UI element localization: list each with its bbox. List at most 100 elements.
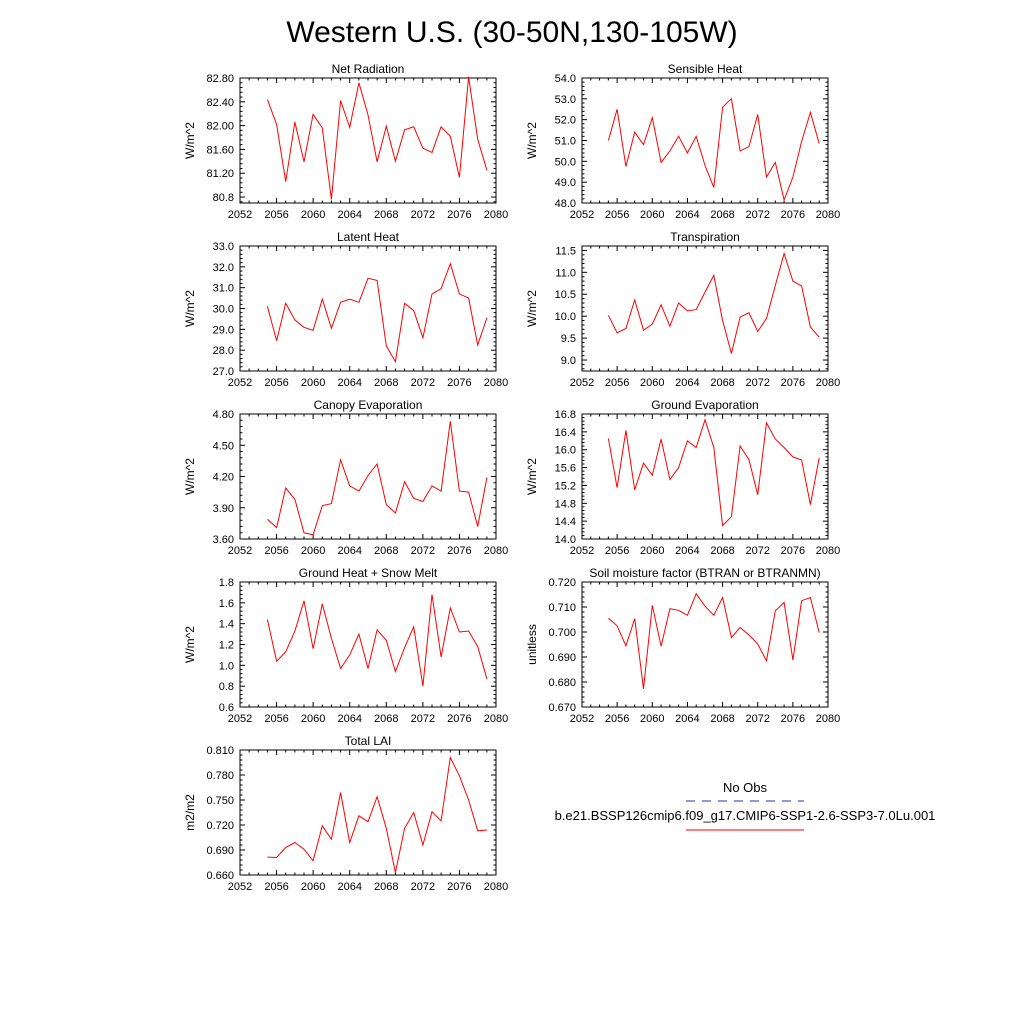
series-line <box>266 594 488 687</box>
x-tick-label: 2072 <box>745 713 769 725</box>
y-tick-label: 10.0 <box>555 311 576 323</box>
y-tick-label: 0.660 <box>206 870 234 882</box>
x-tick-label: 2060 <box>301 881 325 893</box>
panel-1: Sensible Heat W/m^2 2052 2056 2060 2064 2068 20… <box>525 62 840 221</box>
y-tick-label: 0.680 <box>548 677 576 689</box>
x-tick-label: 2076 <box>781 377 805 389</box>
x-tick-label: 2056 <box>605 713 629 725</box>
x-tick-label: 2080 <box>816 209 840 221</box>
x-tick-label: 2056 <box>264 713 288 725</box>
x-tick-label: 2060 <box>301 377 325 389</box>
panel-8: Total LAI m2/m2 2052 2056 2060 2064 2068 2072 20… <box>183 734 508 893</box>
plot-frame <box>239 77 497 204</box>
y-tick-label: 14.8 <box>555 498 576 510</box>
x-tick-label: 2056 <box>264 545 288 557</box>
x-tick-label: 2076 <box>781 713 805 725</box>
y-tick-label: 4.80 <box>213 409 234 421</box>
y-tick-label: 32.0 <box>213 262 234 274</box>
x-tick-label: 2072 <box>411 377 435 389</box>
x-tick-label: 2052 <box>228 545 252 557</box>
legend-label-obs: No Obs <box>723 780 768 795</box>
x-tick-label: 2064 <box>337 881 361 893</box>
y-tick-label: 28.0 <box>213 345 234 357</box>
plot-frame <box>581 77 829 204</box>
panel-title: Net Radiation <box>332 62 405 76</box>
x-tick-label: 2076 <box>447 713 471 725</box>
y-tick-label: 27.0 <box>213 366 234 378</box>
y-tick-label: 51.0 <box>555 136 576 148</box>
panel-5: Ground Evaporation W/m^2 2052 2056 2060 2064 2… <box>525 398 840 557</box>
legend-label-model: b.e21.BSSP126cmip6.f09_g17.CMIP6-SSP1-2.… <box>555 808 936 823</box>
x-tick-label: 2072 <box>745 209 769 221</box>
y-axis-label: W/m^2 <box>183 458 197 495</box>
y-tick-label: 11.5 <box>555 245 576 257</box>
x-tick-label: 2064 <box>337 209 361 221</box>
y-axis-label: W/m^2 <box>525 458 539 495</box>
y-axis-label: m2/m2 <box>183 794 197 831</box>
x-tick-label: 2068 <box>374 545 398 557</box>
y-tick-label: 0.780 <box>206 770 234 782</box>
legend: No Obs b.e21.BSSP126cmip6.f09_g17.CMIP6-… <box>555 780 936 831</box>
y-tick-label: 16.8 <box>555 409 576 421</box>
x-tick-label: 2072 <box>411 545 435 557</box>
y-tick-label: 1.0 <box>219 660 234 672</box>
y-axis-label: W/m^2 <box>183 290 197 327</box>
x-tick-label: 2052 <box>570 713 594 725</box>
x-tick-label: 2052 <box>228 377 252 389</box>
x-tick-label: 2056 <box>264 209 288 221</box>
x-tick-label: 2052 <box>570 209 594 221</box>
panel-title: Ground Heat + Snow Melt <box>299 566 438 580</box>
y-tick-label: 29.0 <box>213 324 234 336</box>
x-tick-label: 2064 <box>675 545 699 557</box>
y-tick-label: 50.0 <box>555 156 576 168</box>
x-tick-label: 2080 <box>816 377 840 389</box>
x-tick-label: 2060 <box>640 545 664 557</box>
y-tick-label: 10.5 <box>555 289 576 301</box>
x-tick-label: 2080 <box>484 209 508 221</box>
y-tick-label: 82.40 <box>206 97 234 109</box>
x-tick-label: 2064 <box>337 545 361 557</box>
x-tick-label: 2060 <box>301 209 325 221</box>
panel-6: Ground Heat + Snow Melt W/m^2 2052 2056 2060… <box>183 566 508 725</box>
plot-frame <box>239 245 497 372</box>
x-tick-label: 2068 <box>374 713 398 725</box>
y-tick-label: 49.0 <box>555 177 576 189</box>
x-tick-label: 2072 <box>745 377 769 389</box>
series-line <box>267 755 487 873</box>
x-tick-label: 2064 <box>675 377 699 389</box>
x-tick-label: 2076 <box>781 209 805 221</box>
panel-2: Latent Heat W/m^2 2052 2056 2060 2064 2068 2072… <box>183 230 508 389</box>
series-line <box>266 76 488 200</box>
x-tick-label: 2064 <box>337 713 361 725</box>
y-axis-label: W/m^2 <box>525 290 539 327</box>
x-tick-label: 2076 <box>447 209 471 221</box>
y-tick-label: 9.0 <box>561 355 576 367</box>
x-tick-label: 2076 <box>447 377 471 389</box>
y-tick-label: 9.5 <box>561 333 576 345</box>
y-tick-label: 16.0 <box>555 445 576 457</box>
y-tick-label: 1.8 <box>219 577 234 589</box>
y-tick-label: 0.720 <box>206 820 234 832</box>
series-line <box>608 592 820 689</box>
x-tick-label: 2052 <box>570 545 594 557</box>
panel-7: Soil moisture factor (BTRAN or BTRANMN) u… <box>525 566 840 725</box>
series-line <box>267 421 488 536</box>
x-tick-label: 2072 <box>411 209 435 221</box>
x-tick-label: 2056 <box>264 377 288 389</box>
x-tick-label: 2056 <box>605 209 629 221</box>
y-tick-label: 1.4 <box>219 619 234 631</box>
y-tick-label: 0.700 <box>548 627 576 639</box>
panel-title: Transpiration <box>670 230 740 244</box>
y-tick-label: 0.810 <box>206 745 234 757</box>
x-tick-label: 2068 <box>374 881 398 893</box>
x-tick-label: 2080 <box>484 377 508 389</box>
y-tick-label: 80.8 <box>213 192 234 204</box>
x-tick-label: 2064 <box>675 713 699 725</box>
y-tick-label: 53.0 <box>555 94 576 106</box>
y-tick-label: 15.2 <box>555 480 576 492</box>
y-tick-label: 16.4 <box>555 427 576 439</box>
x-tick-label: 2052 <box>570 377 594 389</box>
plot-frame <box>581 581 829 708</box>
panel-3: Transpiration W/m^2 2052 2056 2060 2064 2068 20… <box>525 230 840 389</box>
x-tick-label: 2056 <box>264 881 288 893</box>
